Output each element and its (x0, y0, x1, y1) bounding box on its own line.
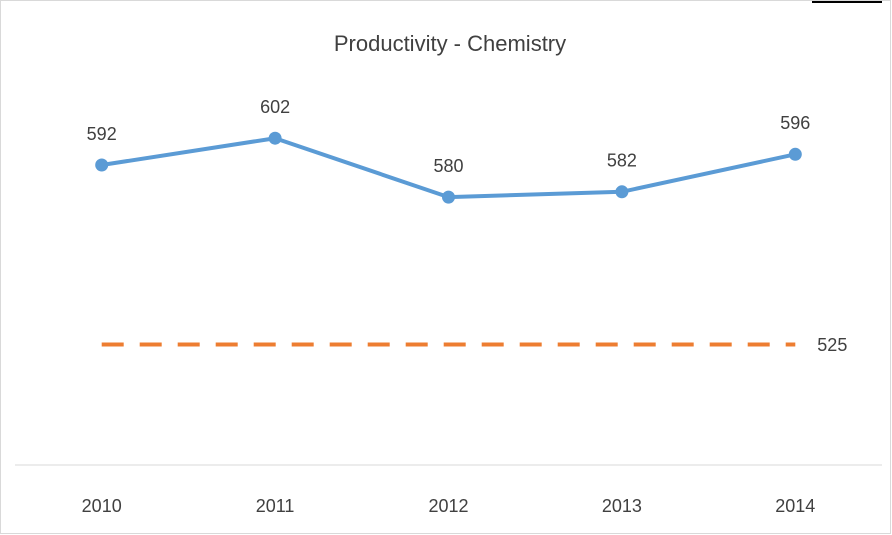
x-tick-label: 2014 (775, 496, 815, 516)
data-point (268, 131, 282, 145)
data-label: 582 (607, 151, 637, 171)
data-point (442, 190, 455, 204)
data-point (95, 158, 109, 172)
x-tick-label: 2010 (82, 496, 122, 516)
data-label: 602 (260, 97, 290, 117)
data-label: 596 (780, 113, 810, 133)
data-point (788, 147, 802, 161)
data-point (615, 185, 629, 199)
x-tick-label: 2011 (256, 496, 295, 516)
chart-title: Productivity - Chemistry (334, 31, 566, 56)
reference-label: 525 (817, 335, 847, 355)
x-tick-label: 2013 (602, 496, 642, 516)
data-label: 580 (433, 156, 463, 176)
data-label: 592 (87, 124, 117, 144)
x-tick-label: 2012 (428, 496, 468, 516)
